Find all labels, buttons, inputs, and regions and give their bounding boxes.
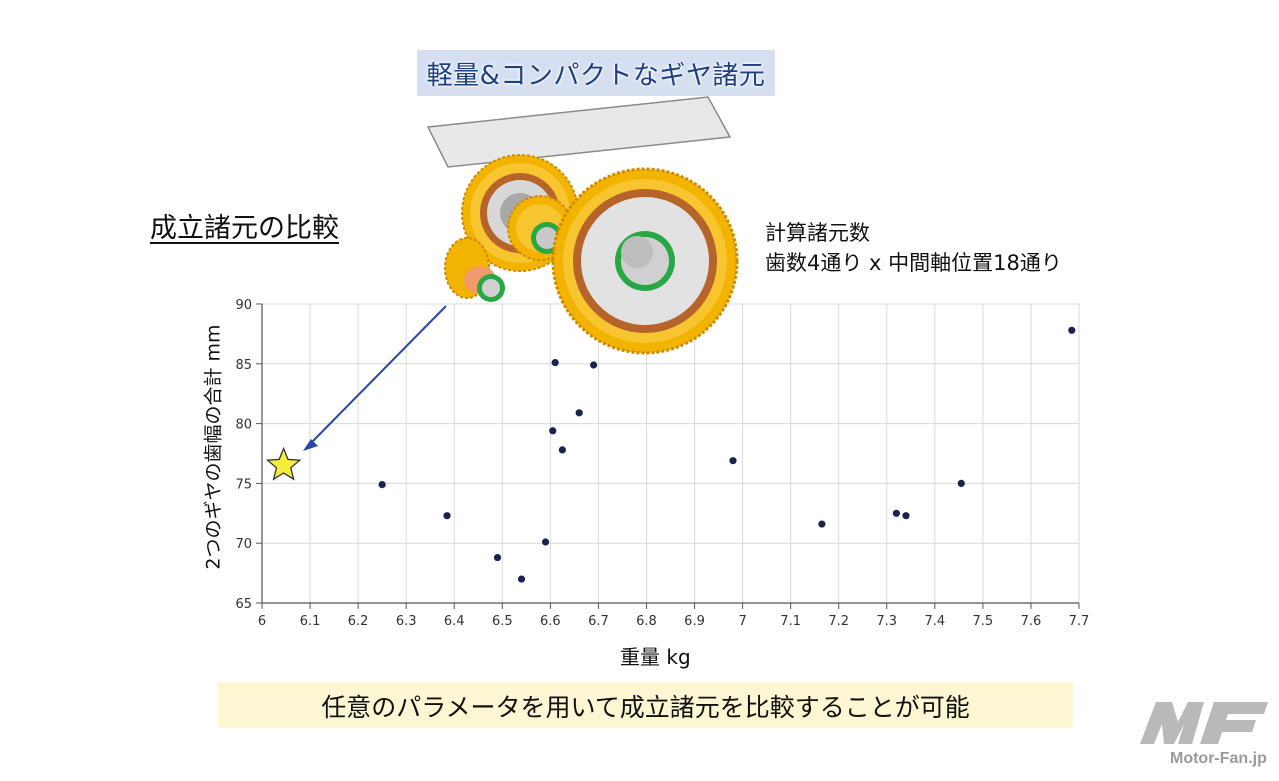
data-point [551,359,559,367]
section-label: 成立諸元の比較 [150,213,339,244]
data-point [443,512,451,520]
x-tick-label: 7.2 [828,614,849,629]
x-tick-label: 6.3 [396,614,417,629]
footer-banner [218,682,1073,728]
x-tick-label: 7.6 [1021,614,1042,629]
mf-logo-icon [1140,702,1268,744]
x-tick-label: 6 [258,614,266,629]
y-tick-label: 90 [235,298,252,313]
data-point [590,361,598,369]
x-tick-label: 7 [738,614,746,629]
plane-illustration [426,96,732,168]
x-tick-label: 6.5 [492,614,513,629]
x-tick-label: 7.5 [973,614,994,629]
slide-title: 軽量&コンパクトなギヤ諸元 [426,61,766,91]
x-tick-label: 6.8 [636,614,657,629]
data-point [549,427,557,435]
data-point [892,509,900,517]
chart-tick-labels: 6 6.1 6.2 6.3 6.4 6.5 6.6 6.7 6.8 6.9 7 7.1 7.2 7.3 7.… [235,298,1089,629]
x-tick-label: 6.2 [348,614,369,629]
data-point [558,446,566,454]
data-point [902,512,910,520]
y-tick-label: 80 [235,418,252,433]
chart-points [378,326,1076,583]
x-tick-label: 7.3 [876,614,897,629]
x-tick-label: 6.1 [300,614,321,629]
y-tick-label: 85 [235,358,252,373]
data-point [729,457,737,465]
data-point [957,479,965,487]
x-tick-label: 7.7 [1069,614,1090,629]
x-tick-label: 6.4 [444,614,465,629]
data-point [378,480,386,489]
data-point [541,538,550,546]
highlight-star [265,446,302,481]
site-name: Motor-Fan.jp [1170,750,1267,767]
x-tick-label: 7.1 [780,614,801,629]
pointer-arrow [303,305,447,451]
y-axis-label-text: 2つのギヤの歯幅の合計 mm [202,324,225,570]
footer-message: 任意のパラメータを用いて成立諸元を比較することが可能 [321,693,970,722]
x-tick-label: 7.4 [924,614,945,629]
calc-count-detail: 歯数4通り x 中間軸位置18通り [765,251,1062,275]
title-band [417,50,775,96]
chart-axes [256,303,1080,609]
data-point [1068,326,1076,334]
x-tick-label: 6.6 [540,614,561,629]
x-axis-label: 重量 kg [620,645,691,669]
x-tick-label: 6.7 [588,614,609,629]
calc-count-label: 計算諸元数 [765,221,870,245]
x-tick-label: 6.9 [684,614,705,629]
star-marker-icon [265,446,302,481]
data-point [818,520,826,528]
data-point [575,409,583,417]
y-tick-label: 75 [235,477,252,492]
data-point [517,575,526,583]
gear-assembly-illustration [444,154,739,355]
y-tick-label: 65 [235,597,252,612]
y-tick-label: 70 [235,537,252,552]
data-point [493,553,502,562]
